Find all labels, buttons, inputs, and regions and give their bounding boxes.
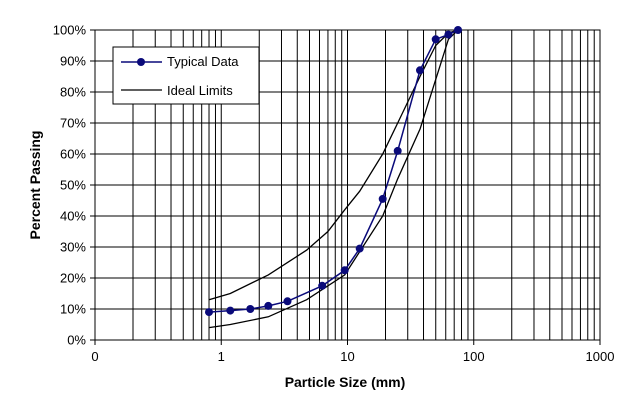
ideal-limit-line (208, 29, 459, 329)
y-tick-label: 70% (60, 116, 86, 131)
y-tick-label: 40% (60, 209, 86, 224)
y-tick-label: 50% (60, 178, 86, 193)
y-tick-label: 20% (60, 271, 86, 286)
x-axis-title: Particle Size (mm) (285, 374, 406, 390)
ideal-limit-line (208, 29, 459, 301)
legend-typical-marker (137, 58, 145, 66)
typical-data-point (393, 146, 402, 155)
typical-data-point (264, 301, 273, 310)
y-tick-label: 90% (60, 54, 86, 69)
typical-data-point (226, 306, 235, 315)
y-tick-label: 60% (60, 147, 86, 162)
legend-box (112, 46, 260, 105)
typical-data-point (355, 244, 364, 253)
typical-data-point (318, 281, 327, 290)
legend-label-ideal-limits: Ideal Limits (167, 83, 233, 98)
x-tick-label: 100 (463, 349, 485, 364)
typical-data-point (205, 308, 213, 317)
typical-data-point (454, 26, 462, 34)
typical-data-point (444, 30, 453, 39)
x-axis-ticks: 0 1 10 100 1000 (91, 340, 614, 364)
y-axis-title: Percent Passing (27, 131, 43, 240)
y-tick-label: 0% (67, 333, 86, 348)
series-layer (205, 26, 462, 329)
typical-data-point (246, 305, 255, 313)
x-tick-label: 0 (91, 349, 98, 364)
typical-data-point (416, 66, 424, 75)
y-tick-label: 10% (60, 302, 86, 317)
legend-label-typical-data: Typical Data (167, 54, 239, 69)
y-tick-label: 100% (53, 23, 87, 38)
typical-data-point (340, 266, 349, 275)
x-tick-label: 1 (218, 349, 225, 364)
typical-data-point (283, 297, 292, 306)
y-tick-label: 80% (60, 85, 86, 100)
y-axis-ticks: 0% 10% 20% 30% 40% 50% 60% 70% 80% 90% 100% (53, 23, 95, 348)
x-tick-label: 1000 (586, 349, 615, 364)
legend: Typical Data Ideal Limits (112, 46, 260, 105)
x-tick-label: 10 (340, 349, 354, 364)
typical-data-point (378, 194, 387, 203)
y-tick-label: 30% (60, 240, 86, 255)
typical-data-point (431, 35, 440, 44)
